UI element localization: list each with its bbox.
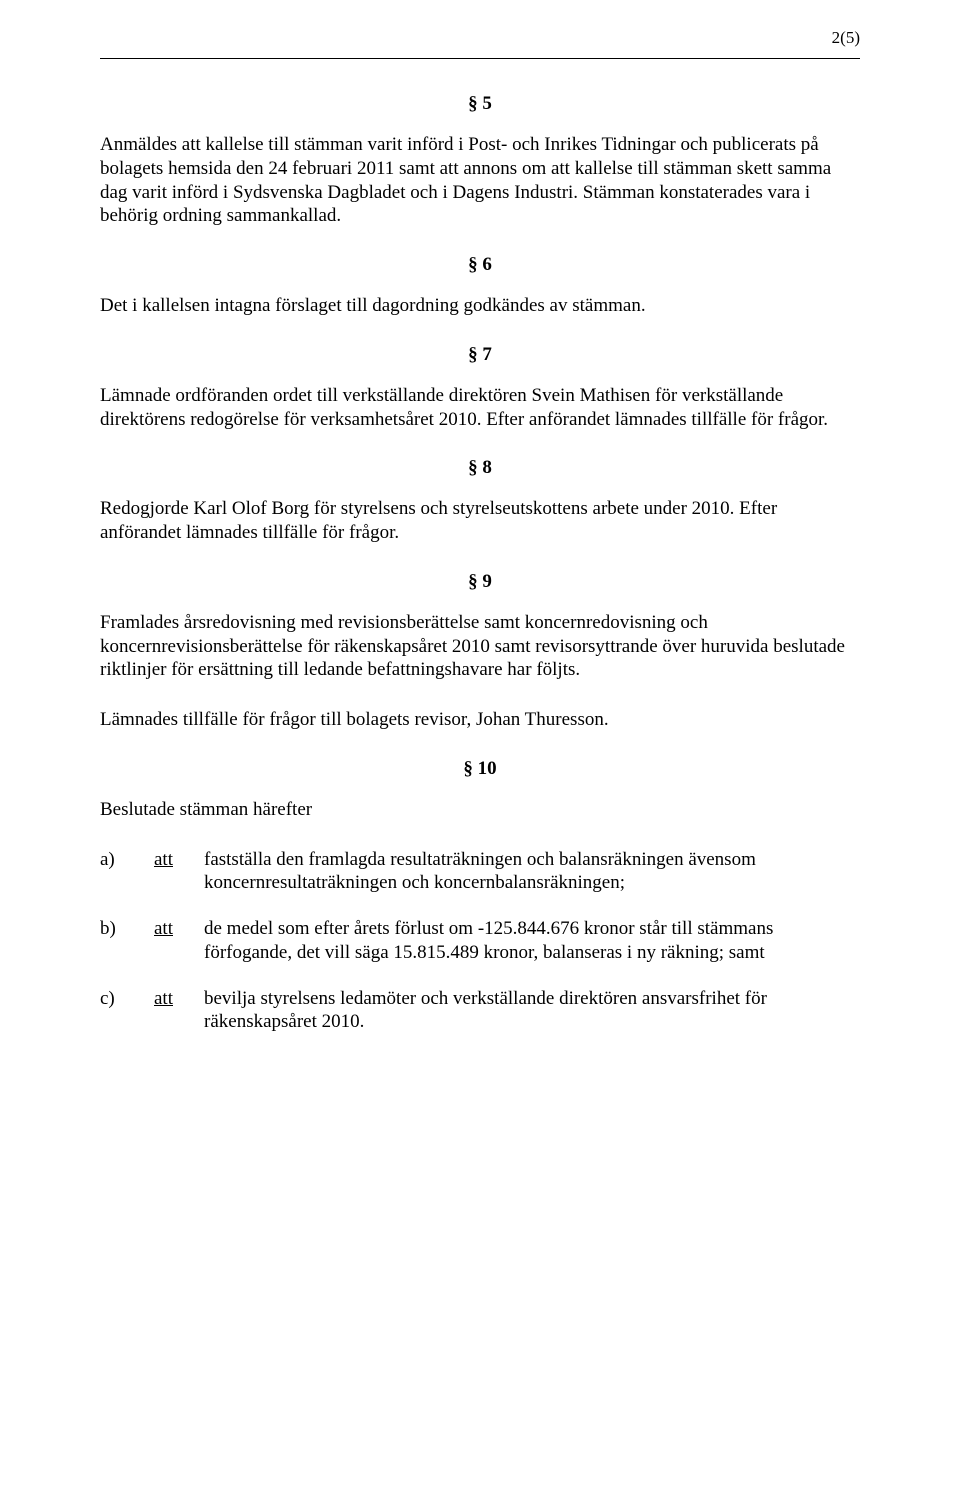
section-9-paragraph-1: Framlades årsredovisning med revisionsbe… (100, 611, 860, 682)
section-8-heading: § 8 (100, 457, 860, 479)
list-text: fastställa den framlagda resultaträkning… (204, 848, 860, 896)
section-9-paragraph-2: Lämnades tillfälle för frågor till bolag… (100, 708, 860, 732)
section-5-heading: § 5 (100, 93, 860, 115)
section-10-intro: Beslutade stämman härefter (100, 798, 860, 822)
section-5-paragraph: Anmäldes att kallelse till stämman varit… (100, 133, 860, 228)
list-letter: b) (100, 917, 154, 941)
resolution-item-c: c) att bevilja styrelsens ledamöter och … (100, 987, 860, 1035)
resolution-item-a: a) att fastställa den framlagda resultat… (100, 848, 860, 896)
section-7-heading: § 7 (100, 344, 860, 366)
resolution-item-b: b) att de medel som efter årets förlust … (100, 917, 860, 965)
section-10-heading: § 10 (100, 758, 860, 780)
page-number: 2(5) (832, 28, 860, 48)
list-text: de medel som efter årets förlust om -125… (204, 917, 860, 965)
list-text: bevilja styrelsens ledamöter och verkstä… (204, 987, 860, 1035)
list-att: att (154, 848, 204, 872)
section-6-heading: § 6 (100, 254, 860, 276)
section-8-paragraph: Redogjorde Karl Olof Borg för styrelsens… (100, 497, 860, 545)
list-att: att (154, 987, 204, 1011)
list-letter: a) (100, 848, 154, 872)
document-page: 2(5) § 5 Anmäldes att kallelse till stäm… (0, 0, 960, 1498)
list-att: att (154, 917, 204, 941)
section-9-heading: § 9 (100, 571, 860, 593)
list-letter: c) (100, 987, 154, 1011)
section-6-paragraph: Det i kallelsen intagna förslaget till d… (100, 294, 860, 318)
header-rule (100, 58, 860, 59)
section-7-paragraph: Lämnade ordföranden ordet till verkställ… (100, 384, 860, 432)
